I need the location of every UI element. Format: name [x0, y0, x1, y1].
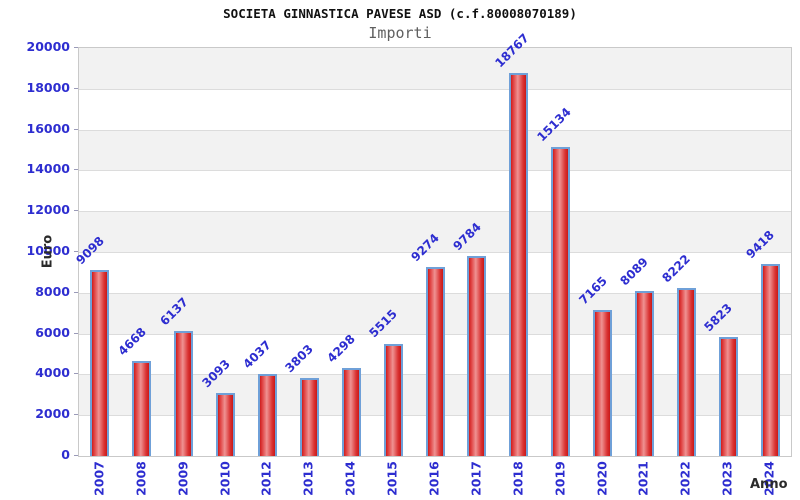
bar-2016: [425, 266, 445, 456]
y-tick-label: 16000: [26, 120, 71, 136]
x-tick-label: 2016: [426, 461, 442, 496]
gridline: [79, 88, 791, 90]
bar-2023: [718, 337, 738, 456]
bar-2021: [634, 291, 654, 456]
y-tick-mark: [74, 291, 78, 293]
bar-2017: [467, 256, 487, 456]
x-tick-label: 2018: [510, 461, 526, 496]
chart-title: SOCIETA GINNASTICA PAVESE ASD (c.f.80008…: [223, 6, 577, 21]
y-axis-title: Euro: [40, 234, 56, 269]
y-tick-mark: [74, 251, 78, 252]
x-tick-label: 2010: [217, 461, 233, 496]
x-tick-label: 2015: [384, 461, 400, 496]
y-tick-label: 14000: [26, 161, 71, 177]
y-tick-mark: [74, 210, 78, 212]
gridline: [79, 211, 791, 213]
x-axis-title: Anno: [750, 477, 788, 492]
y-tick-label: 6000: [35, 324, 70, 340]
x-tick-label: 2007: [91, 461, 107, 496]
y-tick-mark: [74, 128, 78, 130]
y-tick-mark: [74, 414, 78, 416]
y-tick-label: 18000: [26, 79, 71, 95]
x-tick-label: 2020: [594, 461, 610, 496]
x-tick-label: 2012: [258, 461, 274, 496]
background-band: [79, 129, 791, 171]
gridline: [79, 252, 791, 253]
y-tick-mark: [74, 373, 78, 375]
gridline: [79, 170, 791, 172]
bar-2022: [676, 288, 696, 456]
y-tick-mark: [74, 47, 78, 48]
y-tick-mark: [74, 87, 78, 89]
y-tick-label: 2000: [35, 406, 70, 422]
x-tick-label: 2008: [133, 461, 149, 496]
y-tick-label: 12000: [26, 202, 71, 218]
background-band: [79, 48, 791, 89]
bar-2018: [509, 73, 529, 456]
plot-area: 9098 4668 6137 3093 4037 3803 4298 5515 9274 9784…: [73, 31, 792, 457]
bar-2008: [132, 360, 152, 456]
y-tick-mark: [74, 332, 78, 334]
bar-2012: [257, 373, 277, 456]
bar-2024: [760, 263, 780, 456]
bar-2009: [174, 330, 194, 456]
x-tick-label: 2014: [342, 461, 358, 496]
y-tick-label: 4000: [35, 365, 70, 381]
x-tick-label: 2019: [552, 461, 568, 496]
x-tick-label: 2017: [468, 461, 484, 496]
bar-2014: [341, 368, 361, 456]
bar-2010: [216, 392, 236, 456]
bar-2020: [593, 309, 613, 456]
y-tick-mark: [74, 455, 78, 456]
x-tick-label: 2023: [719, 461, 735, 496]
background-band: [79, 89, 791, 130]
background-band: [79, 211, 791, 252]
y-tick-mark: [74, 169, 78, 171]
y-tick-label: 20000: [26, 39, 71, 54]
gridline: [79, 129, 791, 131]
bar-2007: [90, 270, 110, 456]
x-tick-label: 2013: [300, 461, 316, 496]
x-tick-label: 2022: [677, 461, 693, 496]
y-tick-label: 10000: [26, 243, 71, 258]
chart-subtitle: Importi: [368, 24, 432, 42]
x-tick-label: 2009: [175, 461, 191, 496]
bar-2013: [299, 378, 319, 456]
x-tick-label: 2021: [635, 461, 651, 496]
bar-2019: [551, 147, 571, 456]
bar-2015: [383, 343, 403, 456]
y-tick-label: 0: [61, 447, 70, 462]
y-tick-label: 8000: [35, 283, 70, 299]
background-band: [79, 170, 791, 211]
